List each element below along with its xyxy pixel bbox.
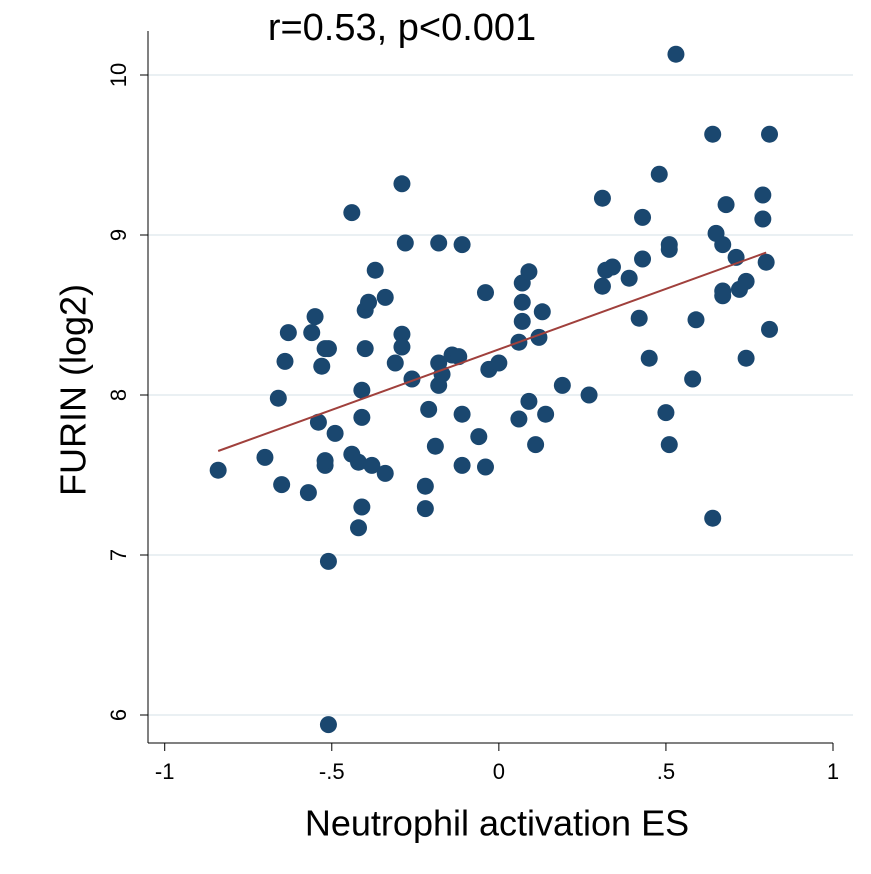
point (737, 272, 755, 290)
point (650, 165, 668, 183)
point (360, 293, 378, 311)
point (520, 392, 538, 410)
point (757, 253, 775, 271)
point (343, 204, 361, 222)
point (603, 258, 621, 276)
y-tick-label: 10 (106, 63, 131, 87)
point (490, 354, 508, 372)
point (553, 376, 571, 394)
y-tick-label: 6 (106, 709, 131, 721)
point (580, 386, 598, 404)
point (513, 312, 531, 330)
point (376, 464, 394, 482)
point (416, 477, 434, 495)
point (476, 458, 494, 476)
point (386, 354, 404, 372)
point (634, 250, 652, 268)
point (593, 189, 611, 207)
point (366, 261, 384, 279)
y-tick-label: 8 (106, 389, 131, 401)
point (273, 476, 291, 494)
chart-title: r=0.53, p<0.001 (268, 7, 536, 49)
trend-line (217, 251, 767, 452)
point (714, 287, 732, 305)
point (453, 236, 471, 254)
point (209, 461, 227, 479)
point (754, 186, 772, 204)
point (520, 263, 538, 281)
point (630, 309, 648, 327)
point (416, 500, 434, 518)
point (256, 448, 274, 466)
point (510, 410, 528, 428)
point (299, 484, 317, 502)
point (350, 519, 368, 537)
point (634, 208, 652, 226)
point (761, 320, 779, 338)
point (657, 404, 675, 422)
point (363, 456, 381, 474)
point (420, 400, 438, 418)
point (319, 340, 337, 358)
point (353, 498, 371, 516)
point (704, 125, 722, 143)
point (433, 365, 451, 383)
point (640, 349, 658, 367)
point (303, 324, 321, 342)
point (353, 408, 371, 426)
point (476, 284, 494, 302)
point (737, 349, 755, 367)
point (660, 236, 678, 254)
point (269, 389, 287, 407)
point (396, 234, 414, 252)
x-tick-label: .5 (657, 759, 675, 784)
point (276, 352, 294, 370)
y-tick-label: 7 (106, 549, 131, 561)
point (309, 413, 327, 431)
point (319, 716, 337, 734)
point (754, 210, 772, 228)
point (660, 436, 678, 454)
point (393, 338, 411, 356)
point (376, 288, 394, 306)
point (450, 348, 468, 366)
point (393, 325, 411, 343)
x-tick-label: -.5 (319, 759, 345, 784)
point (353, 381, 371, 399)
point (470, 428, 488, 446)
point (513, 293, 531, 311)
point (717, 196, 735, 214)
point (533, 303, 551, 321)
y-axis-title: FURIN (log2) (53, 284, 94, 496)
point (430, 234, 448, 252)
point (350, 453, 368, 471)
point (527, 436, 545, 454)
point (279, 324, 297, 342)
point (319, 552, 337, 570)
point (704, 509, 722, 527)
point (326, 424, 344, 442)
x-tick-label: 0 (493, 759, 505, 784)
point (714, 236, 732, 254)
point (453, 405, 471, 423)
x-tick-label: -1 (155, 759, 175, 784)
point (687, 311, 705, 329)
point (537, 405, 555, 423)
point (316, 452, 334, 470)
point (426, 437, 444, 455)
point (313, 357, 331, 375)
x-axis-title: Neutrophil activation ES (305, 803, 689, 844)
point (620, 269, 638, 287)
point (593, 277, 611, 295)
point (393, 175, 411, 193)
point (761, 125, 779, 143)
point (684, 370, 702, 388)
x-tick-label: 1 (827, 759, 839, 784)
y-tick-label: 9 (106, 229, 131, 241)
point (667, 45, 685, 63)
point (453, 456, 471, 474)
point (356, 340, 374, 358)
point (306, 308, 324, 326)
